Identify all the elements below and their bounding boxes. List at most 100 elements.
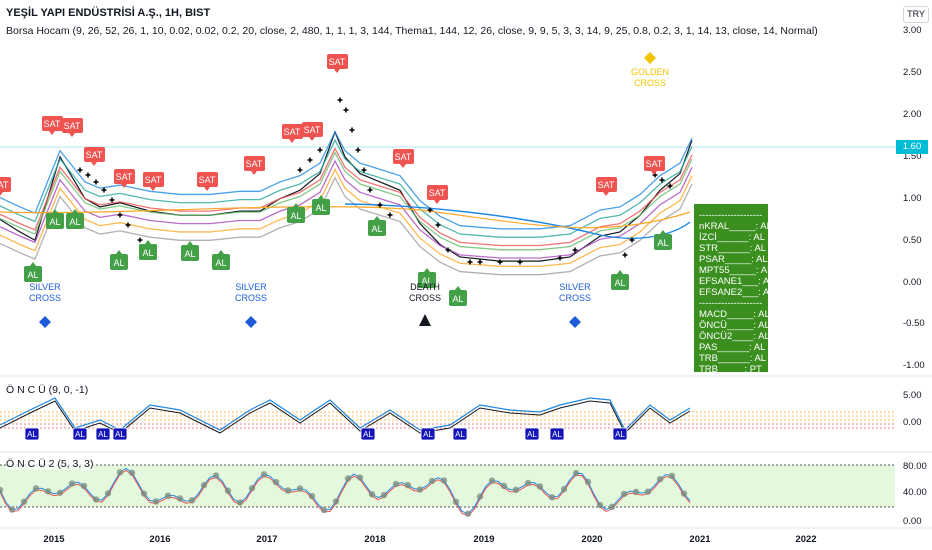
oncu-al-bg (95, 427, 111, 441)
oncu2-dot (392, 480, 400, 488)
psar-marker (349, 127, 355, 133)
oncu-al-text: AL (27, 430, 37, 439)
al-label-pointer (116, 250, 122, 254)
oncu2-dot (248, 485, 256, 492)
axes: 3.00 2.50 2.00 1.50 1.00 0.50 0.00 -0.50 -1.00 20… (43, 25, 924, 545)
al-label-bg (181, 245, 199, 261)
sat-label-bg (327, 54, 348, 69)
sat-label-pointer (49, 131, 55, 135)
oncu2-dot (356, 474, 364, 481)
oncu2-dot (140, 490, 148, 497)
al-label-pointer (72, 209, 78, 213)
cross-label-line1: SILVER (559, 282, 591, 292)
oncu2-dot (680, 490, 688, 497)
oncu2-dot (128, 469, 136, 476)
signal-line: MPT55_____: AL (699, 265, 768, 276)
oncu-al-label: AL (452, 427, 468, 441)
oncu-panel-title[interactable]: Ö N C Ü (9, 0, -1) (6, 384, 89, 396)
sat-label-bg (393, 149, 414, 164)
oncu2-dot (332, 498, 340, 505)
moving-average-line (0, 159, 693, 259)
time-tick-label: 2016 (149, 534, 170, 545)
sat-label-bg (244, 156, 265, 171)
al-label-bg (287, 207, 305, 223)
oncu2-dot (164, 492, 172, 499)
oncu2-panel-title[interactable]: Ö N C Ü 2 (5, 3, 3) (6, 458, 94, 470)
psar-marker (572, 247, 578, 253)
al-label-text: AL (657, 238, 668, 248)
oncu2-dot (32, 485, 40, 492)
sat-signal-label: SAT (0, 177, 11, 196)
sat-label-pointer (69, 133, 75, 137)
psar-marker (137, 237, 143, 243)
triangle-marker-icon (419, 314, 431, 326)
sat-label-text: SAT (44, 119, 61, 129)
sat-label-bg (62, 118, 83, 133)
psar-marker (85, 172, 91, 178)
oncu2-pane[interactable]: 80.00 40.00 0.00 (0, 461, 927, 527)
sat-label-pointer (121, 184, 127, 188)
oncu-al-label: AL (72, 427, 88, 441)
time-tick-label: 2018 (364, 534, 385, 545)
psar-marker (435, 222, 441, 228)
sat-label-pointer (651, 171, 657, 175)
sat-signal-label: SAT (302, 122, 323, 141)
sat-label-bg (427, 185, 448, 200)
signal-line: nKRAL_____: AL (699, 221, 768, 232)
sat-label-text: SAT (246, 159, 263, 169)
sat-signal-label: SAT (596, 177, 617, 196)
sat-label-pointer (309, 137, 315, 141)
cross-label-line1: SILVER (235, 282, 267, 292)
sat-signal-label: SAT (244, 156, 265, 175)
psar-marker (343, 107, 349, 113)
sat-label-bg (114, 169, 135, 184)
time-tick-label: 2015 (43, 534, 65, 545)
oncu-al-text: AL (75, 430, 85, 439)
symbol-title: YEŞİL YAPI ENDÜSTRİSİ A.Ş., 1H, BIST (6, 7, 211, 19)
price-tick-label: 3.00 (903, 25, 922, 36)
signal-line: TRB______: AL (699, 353, 767, 364)
sat-label-text: SAT (145, 175, 162, 185)
psar-marker (377, 202, 383, 208)
indicator-legend[interactable]: Borsa Hocam (9, 26, 52, 26, 1, 10, 0.02,… (6, 25, 818, 37)
sat-label-pointer (150, 187, 156, 191)
moving-average-line (0, 130, 693, 230)
oncu-line (0, 397, 691, 432)
psar-marker (427, 207, 433, 213)
price-pane[interactable]: SATSATSATSATSATSATSATSATSATSATSATSATSATS… (0, 52, 896, 328)
diamond-marker-icon (569, 316, 581, 328)
diamond-marker-icon (39, 316, 51, 328)
psar-marker (557, 255, 563, 261)
currency-badge[interactable]: TRY (903, 6, 929, 23)
sat-signal-label: SAT (393, 149, 414, 168)
al-label-bg (368, 220, 386, 236)
oncu2-dot (236, 499, 244, 506)
sat-signal-label: SAT (282, 124, 303, 143)
cross-label-line1: SILVER (29, 282, 61, 292)
psar-marker (297, 167, 303, 173)
sat-signal-label: SAT (143, 172, 164, 191)
psar-marker (467, 259, 473, 265)
oncu-al-text: AL (423, 430, 433, 439)
cross-label-line2: CROSS (409, 293, 441, 303)
al-signal-label: AL (139, 240, 157, 260)
oncu2-tick-label: 40.00 (903, 487, 927, 498)
oncu2-dot (656, 475, 664, 483)
oncu2-dot (380, 491, 388, 499)
oncu-al-label: AL (24, 427, 40, 441)
sat-label-text: SAT (199, 175, 216, 185)
sat-label-text: SAT (0, 180, 9, 190)
sat-label-pointer (0, 192, 3, 196)
oncu2-dot (620, 490, 628, 498)
sat-label-pointer (204, 187, 210, 191)
al-label-text: AL (184, 249, 195, 259)
oncu2-tick-label: 0.00 (903, 516, 922, 527)
oncu-pane[interactable]: 5.00 0.00 AL AL AL AL AL AL AL AL AL AL (0, 390, 922, 441)
al-signal-label: AL (287, 203, 305, 223)
sat-label-bg (644, 156, 665, 171)
al-label-pointer (52, 209, 58, 213)
oncu-al-bg (549, 427, 565, 441)
oncu-al-text: AL (527, 430, 537, 439)
